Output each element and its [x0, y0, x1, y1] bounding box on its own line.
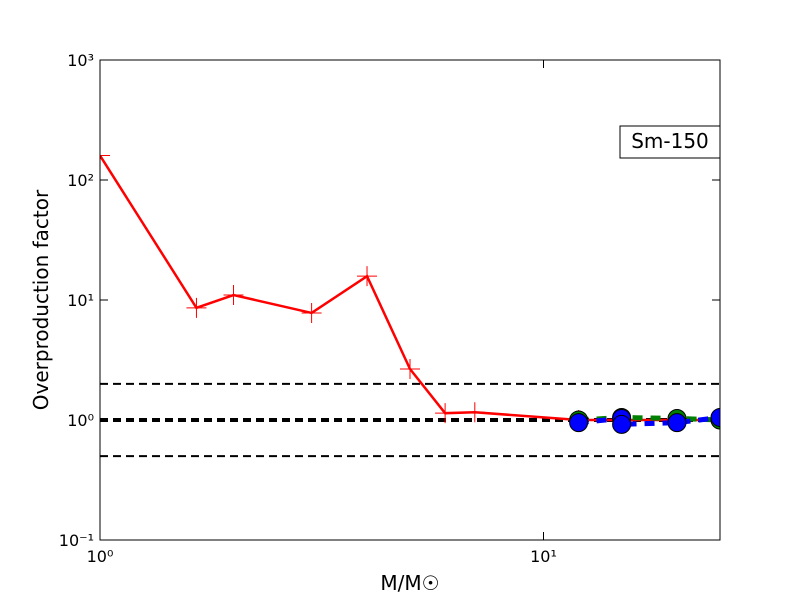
- x-axis-label: M/M☉: [380, 571, 439, 595]
- marker: [301, 302, 322, 323]
- y-axis-label: Overproduction factor: [29, 189, 53, 410]
- plot-area: [100, 145, 720, 434]
- marker: [100, 145, 110, 166]
- annotation-box: [619, 125, 721, 159]
- marker: [612, 414, 632, 434]
- plot-frame: [99, 59, 721, 541]
- marker: [223, 285, 244, 306]
- y-tick-label: 10⁻¹: [59, 531, 94, 550]
- marker: [710, 407, 720, 427]
- marker: [186, 297, 207, 318]
- marker: [464, 402, 485, 423]
- series-line: [100, 154, 720, 422]
- annotation: Sm-150: [631, 129, 709, 153]
- x-tick-label: 10⁰: [87, 547, 114, 566]
- marker: [569, 413, 589, 433]
- y-tick-label: 10²: [67, 171, 94, 190]
- x-tick-label: 10¹: [530, 547, 557, 566]
- y-tick-label: 10⁰: [67, 411, 94, 430]
- marker: [667, 413, 687, 433]
- marker: [357, 266, 378, 287]
- y-tick-label: 10¹: [67, 291, 94, 310]
- marker: [400, 359, 420, 380]
- y-tick-label: 10³: [67, 51, 94, 70]
- marker: [435, 403, 456, 424]
